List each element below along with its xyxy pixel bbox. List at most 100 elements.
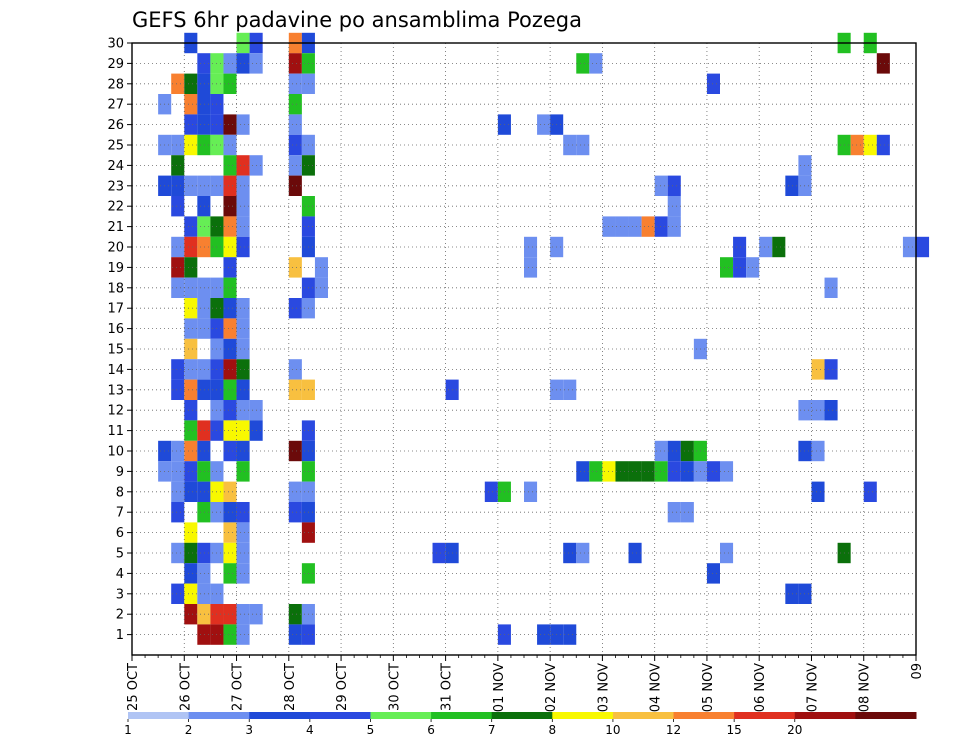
heatmap-cell xyxy=(288,257,302,278)
heatmap-cell xyxy=(184,277,198,298)
heatmap-cell xyxy=(171,175,185,196)
heatmap-cell xyxy=(811,400,825,421)
legend-swatch xyxy=(309,712,371,719)
legend-swatch xyxy=(188,712,250,719)
heatmap-cell xyxy=(223,277,237,298)
heatmap-cell xyxy=(184,400,198,421)
heatmap-cell xyxy=(223,298,237,319)
legend-swatch xyxy=(612,712,675,719)
heatmap-cell xyxy=(576,53,590,74)
heatmap-cell xyxy=(223,318,237,339)
heatmap-cell xyxy=(236,400,250,421)
heatmap-cell xyxy=(850,134,864,156)
x-tick-label: 29 OCT xyxy=(335,663,350,711)
heatmap-cell xyxy=(171,542,185,564)
legend-label: 4 xyxy=(306,723,314,737)
heatmap-cell xyxy=(184,175,198,196)
heatmap-cell xyxy=(706,73,720,94)
heatmap-cell xyxy=(197,624,211,645)
legend-label: 1 xyxy=(124,723,132,737)
legend-label: 10 xyxy=(605,723,620,737)
heatmap-cell xyxy=(236,563,250,584)
legend-swatch xyxy=(249,712,311,719)
y-tick-label: 25 xyxy=(107,139,124,154)
legend-label: 2 xyxy=(185,723,193,737)
heatmap-cell xyxy=(223,542,237,564)
heatmap-cell xyxy=(184,461,198,482)
legend-swatch xyxy=(734,712,796,719)
heatmap-cell xyxy=(654,175,668,196)
heatmap-cell xyxy=(288,175,302,196)
heatmap-cell xyxy=(223,359,237,380)
heatmap-cell xyxy=(223,175,237,196)
heatmap-cell xyxy=(288,298,302,319)
heatmap-cell xyxy=(184,420,198,441)
heatmap-cell xyxy=(615,216,629,237)
y-tick-label: 12 xyxy=(107,404,124,419)
heatmap-cell xyxy=(236,461,250,482)
heatmap-cell xyxy=(171,134,185,156)
heatmap-cell xyxy=(772,236,786,258)
heatmap-cell xyxy=(171,196,185,217)
heatmap-cell xyxy=(288,94,302,115)
x-tick-label: 28 OCT xyxy=(283,663,298,711)
heatmap-cell xyxy=(171,440,185,462)
heatmap-cell xyxy=(863,481,877,502)
heatmap-cell xyxy=(171,461,185,482)
heatmap-cell xyxy=(667,196,681,217)
heatmap-cell xyxy=(288,114,302,135)
heatmap-cell xyxy=(576,134,590,156)
heatmap-cell xyxy=(288,359,302,380)
heatmap-cell xyxy=(288,155,302,176)
heatmap-cell xyxy=(680,502,694,523)
x-tick-label: 08 NOV xyxy=(858,663,873,712)
heatmap-cell xyxy=(171,277,185,298)
heatmap-cell xyxy=(184,298,198,319)
x-tick-label: 25 OCT xyxy=(126,663,141,711)
heatmap-cell xyxy=(667,175,681,196)
heatmap-cell xyxy=(197,134,211,156)
heatmap-cell xyxy=(314,257,328,278)
x-axis: 25 OCT 26 OCT 27 OCT 28 OCT 29 OCT 30 OCT 31 O… xyxy=(126,655,925,712)
heatmap-cell xyxy=(811,359,825,380)
heatmap-cell xyxy=(197,359,211,380)
heatmap-cell xyxy=(876,134,890,156)
heatmap-cell xyxy=(824,400,838,421)
heatmap-cell xyxy=(720,257,734,278)
heatmap-cell xyxy=(184,481,198,502)
heatmap-cell xyxy=(236,379,250,400)
heatmap-cell xyxy=(197,420,211,441)
heatmap-cell xyxy=(197,461,211,482)
heatmap-cell xyxy=(563,134,577,156)
heatmap-cell xyxy=(223,134,237,156)
heatmap-cell xyxy=(223,53,237,74)
heatmap-cell xyxy=(223,338,237,360)
y-tick-label: 9 xyxy=(116,465,124,480)
heatmap-cell xyxy=(223,73,237,94)
heatmap-cell xyxy=(654,461,668,482)
y-tick-label: 8 xyxy=(116,485,124,500)
legend-swatch xyxy=(491,712,553,719)
heatmap-cell xyxy=(197,94,211,115)
chart-title: GEFS 6hr padavine po ansamblima Pozega xyxy=(132,8,582,32)
y-tick-label: 27 xyxy=(107,98,124,113)
y-tick-label: 29 xyxy=(107,57,124,72)
heatmap-cell xyxy=(706,563,720,584)
heatmap-cell xyxy=(197,216,211,237)
heatmap-cell xyxy=(184,542,198,564)
heatmap-cell xyxy=(524,481,538,502)
heatmap-cell xyxy=(197,604,211,625)
y-tick-label: 19 xyxy=(107,261,124,276)
heatmap-cell xyxy=(197,481,211,502)
y-tick-label: 2 xyxy=(116,608,124,623)
x-tick-label: 06 NOV xyxy=(753,663,768,712)
heatmap-cell xyxy=(563,624,577,645)
heatmap-cell xyxy=(171,257,185,278)
heatmap-cell xyxy=(184,338,198,360)
heatmap-cell xyxy=(589,461,603,482)
heatmap-cell xyxy=(576,461,590,482)
heatmap-cell xyxy=(223,522,237,543)
heatmap-cell xyxy=(223,440,237,462)
heatmap-cell xyxy=(223,216,237,237)
legend-swatch xyxy=(673,712,735,719)
